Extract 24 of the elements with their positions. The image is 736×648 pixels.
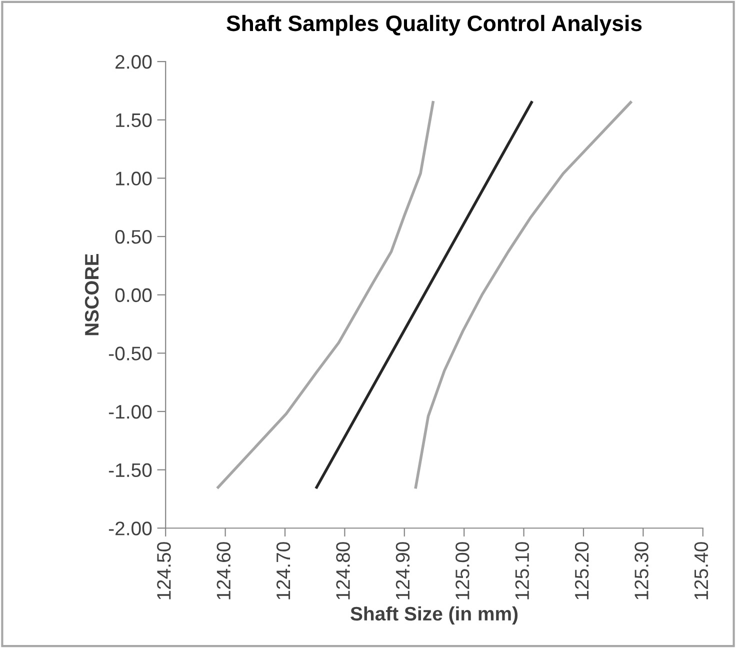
x-tick-label: 125.10 [515, 542, 530, 600]
x-tick-label: 124.80 [336, 542, 350, 600]
x-tick-label: 124.90 [396, 542, 410, 600]
x-tick-label: 125.00 [456, 542, 470, 600]
y-tick-label: -0.50 [108, 346, 152, 360]
y-tick-label: 1.00 [116, 172, 152, 186]
y-axis-title: NSCORE [84, 254, 99, 336]
x-tick-label: 124.60 [216, 542, 231, 600]
line-series [216, 100, 434, 489]
x-axis-title: Shaft Size (in mm) [350, 606, 518, 624]
y-tick-label: -1.00 [108, 404, 152, 419]
chart-title: Shaft Samples Quality Control Analysis [226, 14, 642, 36]
y-tick-label: 1.50 [116, 113, 152, 128]
y-tick-label: 0.00 [115, 288, 152, 302]
x-tick-label: 124.70 [276, 542, 290, 600]
y-tick-label: 2.00 [116, 55, 152, 69]
y-tick-label: -2.00 [108, 522, 152, 536]
x-tick-label: 125.40 [694, 542, 708, 600]
y-tick-label: -1.50 [108, 463, 152, 478]
x-tick-label: 125.20 [574, 542, 589, 600]
x-tick-label: 125.30 [634, 542, 648, 600]
line-series [414, 100, 632, 489]
x-tick-label: 124.50 [157, 542, 171, 600]
y-tick-label: 0.50 [115, 230, 152, 244]
